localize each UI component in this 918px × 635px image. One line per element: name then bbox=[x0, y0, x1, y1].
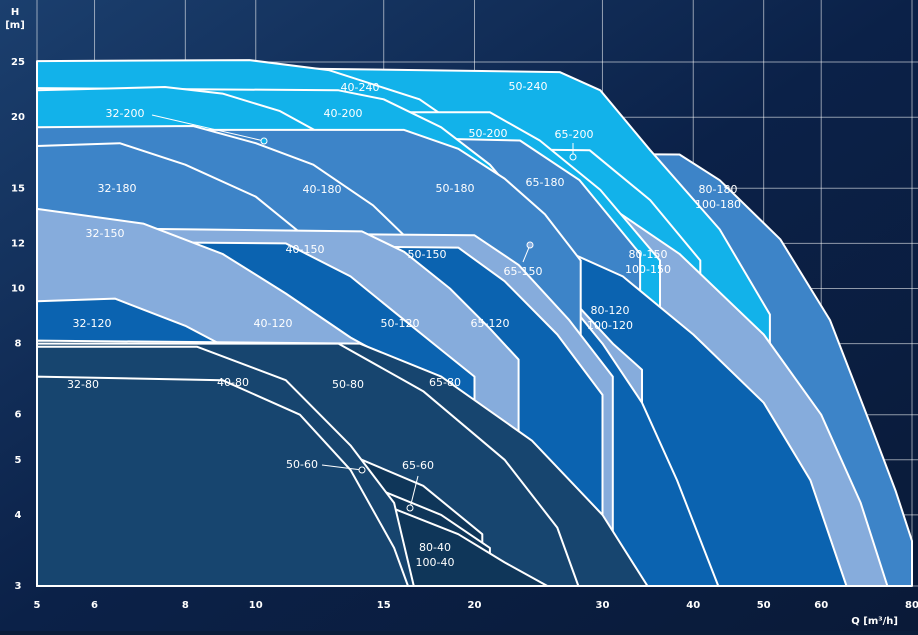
y-tick-label: 12 bbox=[11, 238, 25, 249]
x-tick-label: 30 bbox=[595, 600, 609, 611]
region-label: 65-80 bbox=[429, 376, 461, 389]
region-label: 50-200 bbox=[469, 127, 508, 140]
leader-line bbox=[409, 475, 419, 509]
region-label: 80-40 bbox=[419, 541, 451, 554]
pump-region bbox=[36, 375, 409, 587]
region-label: 100-120 bbox=[587, 319, 633, 332]
y-tick-label: 5 bbox=[15, 455, 22, 466]
region-label: 65-120 bbox=[471, 317, 510, 330]
labels: 80-180 100-180 50-240 65-200 80-150 100-150 40… bbox=[67, 80, 741, 569]
leader-dot bbox=[569, 153, 577, 161]
y-tick-label: 15 bbox=[11, 183, 25, 194]
region-label: 50-240 bbox=[509, 80, 548, 93]
leader-dot bbox=[406, 504, 414, 512]
y-tick-label: 6 bbox=[15, 410, 22, 421]
leader-line bbox=[151, 114, 265, 142]
y-tick-label: 20 bbox=[11, 112, 25, 123]
region-label: 100-150 bbox=[625, 263, 671, 276]
region-label: 50-120 bbox=[381, 317, 420, 330]
region-label: 65-180 bbox=[526, 176, 565, 189]
x-tick-label: 80 bbox=[905, 600, 918, 611]
y-tick-label: 4 bbox=[15, 510, 22, 521]
leader-dot bbox=[260, 137, 268, 145]
region-label: 32-180 bbox=[98, 182, 137, 195]
y-tick-label: 25 bbox=[11, 57, 25, 68]
region-label: 32-150 bbox=[86, 227, 125, 240]
region-label: 32-80 bbox=[67, 378, 99, 391]
region-label: 100-180 bbox=[695, 198, 741, 211]
region-label: 40-150 bbox=[286, 243, 325, 256]
x-tick-label: 20 bbox=[468, 600, 482, 611]
y-tick-label: 10 bbox=[11, 283, 25, 294]
region-label: 32-200 bbox=[106, 107, 145, 120]
region-label: 50-80 bbox=[332, 378, 364, 391]
y-tick-label: 8 bbox=[15, 339, 22, 350]
region-label: 40-120 bbox=[254, 317, 293, 330]
leader-line bbox=[321, 464, 363, 471]
region-label: 80-150 bbox=[629, 248, 668, 261]
region-label: 40-200 bbox=[324, 107, 363, 120]
x-tick-label: 15 bbox=[377, 600, 391, 611]
leader-dot bbox=[358, 466, 366, 474]
region-label: 40-180 bbox=[303, 183, 342, 196]
region-label: 100-40 bbox=[416, 556, 455, 569]
region-label: 50-150 bbox=[408, 248, 447, 261]
x-axis-label: Q [m³/h] bbox=[851, 616, 898, 627]
x-tick-label: 10 bbox=[249, 600, 263, 611]
y-axis-unit: [m] bbox=[5, 20, 25, 31]
x-tick-label: 6 bbox=[91, 600, 98, 611]
x-tick-label: 40 bbox=[686, 600, 700, 611]
x-tick-label: 8 bbox=[182, 600, 189, 611]
region-label: 40-80 bbox=[217, 376, 249, 389]
region-label: 40-240 bbox=[341, 81, 380, 94]
y-axis-label: H bbox=[11, 7, 19, 18]
region-label: 50-60 bbox=[286, 458, 318, 471]
leader-dot bbox=[526, 241, 534, 249]
region-label: 80-180 bbox=[699, 183, 738, 196]
x-tick-label: 60 bbox=[814, 600, 828, 611]
x-tick-label: 50 bbox=[757, 600, 771, 611]
y-tick-label: 3 bbox=[15, 581, 22, 592]
region-label: 65-200 bbox=[555, 128, 594, 141]
region-label: 65-60 bbox=[402, 459, 434, 472]
x-tick-label: 5 bbox=[34, 600, 41, 611]
region-label: 80-120 bbox=[591, 304, 630, 317]
region-label: 32-120 bbox=[73, 317, 112, 330]
region-label: 50-180 bbox=[436, 182, 475, 195]
region-label: 65-150 bbox=[504, 265, 543, 278]
